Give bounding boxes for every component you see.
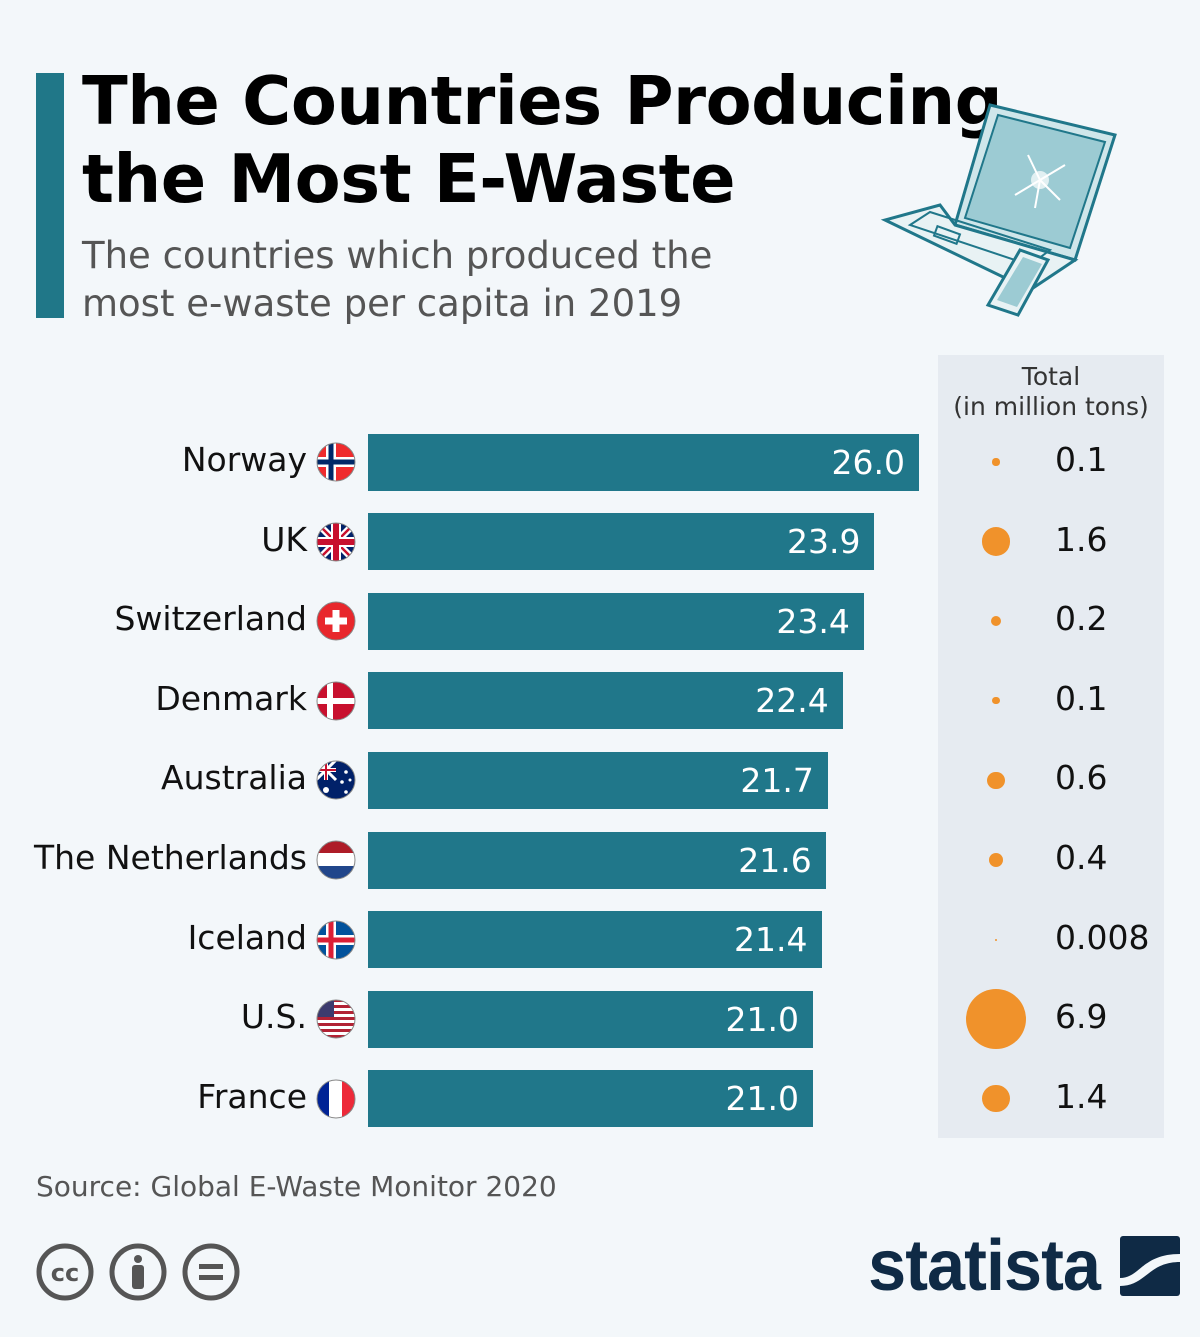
- license-icons: cc: [36, 1243, 240, 1301]
- country-label: Denmark: [155, 678, 307, 718]
- svg-text:cc: cc: [51, 1259, 79, 1287]
- statista-logo-mark: [1120, 1236, 1181, 1296]
- statista-wordmark: statista: [868, 1226, 1101, 1306]
- country-label: Iceland: [187, 917, 307, 957]
- total-value: 1.4: [1055, 1076, 1108, 1116]
- france-flag-icon: [316, 1079, 356, 1119]
- total-bubble: [992, 458, 1000, 466]
- title-line-2: the Most E-Waste: [82, 140, 736, 218]
- bar-value-label: 23.9: [787, 522, 861, 562]
- country-label: Australia: [161, 758, 307, 798]
- total-bubble: [982, 1085, 1010, 1113]
- total-bubble: [992, 697, 1000, 705]
- total-value: 0.4: [1055, 838, 1108, 877]
- no-derivatives-icon: [182, 1243, 240, 1301]
- country-label: UK: [261, 519, 307, 559]
- total-value: 0.2: [1055, 599, 1108, 639]
- bar: 26.0: [368, 433, 919, 491]
- bar: 23.9: [368, 513, 875, 571]
- cc-icon: cc: [36, 1243, 94, 1301]
- country-label: France: [197, 1076, 307, 1116]
- denmark-flag-icon: [316, 681, 356, 721]
- total-bubble: [966, 989, 1026, 1050]
- netherlands-flag-icon: [316, 840, 356, 880]
- statista-logo: statista: [862, 1226, 1181, 1306]
- total-value: 0.1: [1055, 678, 1108, 718]
- broken-laptop-icon: [880, 103, 1117, 317]
- bar: 21.0: [368, 990, 814, 1048]
- bar-value-label: 23.4: [776, 601, 850, 641]
- bar-value-label: 21.6: [738, 840, 812, 880]
- title-accent-bar: [36, 73, 64, 318]
- subtitle-line-2: most e-waste per capita in 2019: [82, 282, 683, 325]
- total-value: 0.1: [1055, 440, 1108, 479]
- bar: 22.4: [368, 672, 843, 730]
- total-bubble: [990, 616, 1002, 627]
- bar: 21.6: [368, 831, 826, 889]
- total-value: 0.008: [1055, 917, 1150, 957]
- uk-flag-icon: [316, 522, 356, 562]
- bar-value-label: 21.0: [725, 999, 800, 1039]
- totals-header-line-1: Total: [1021, 362, 1081, 391]
- bar-value-label: 26.0: [831, 442, 905, 482]
- bar: 23.4: [368, 592, 864, 650]
- bar-value-label: 21.7: [740, 760, 814, 800]
- page-title: The Countries Producing the Most E-Waste: [82, 62, 1003, 218]
- total-value: 6.9: [1055, 997, 1108, 1037]
- attribution-icon: [109, 1243, 167, 1301]
- country-label: U.S.: [240, 997, 307, 1037]
- totals-header: Total (in million tons): [938, 362, 1164, 422]
- bar: 21.0: [368, 1070, 814, 1128]
- bar-value-label: 21.4: [734, 920, 808, 960]
- norway-flag-icon: [316, 442, 356, 482]
- totals-header-line-2: (in million tons): [953, 392, 1149, 421]
- total-bubble: [994, 938, 997, 941]
- country-label: The Netherlands: [33, 838, 307, 877]
- iceland-flag-icon: [316, 920, 356, 960]
- total-value: 0.6: [1055, 758, 1108, 798]
- bar: 21.4: [368, 911, 822, 969]
- switzerland-flag-icon: [316, 601, 356, 641]
- total-bubble: [981, 527, 1011, 557]
- total-bubble: [987, 771, 1005, 790]
- bar-value-label: 22.4: [755, 681, 829, 721]
- australia-flag-icon: [316, 760, 356, 800]
- source-note: Source: Global E-Waste Monitor 2020: [36, 1170, 557, 1203]
- country-label: Switzerland: [114, 599, 308, 639]
- country-label: Norway: [181, 440, 307, 479]
- total-value: 1.6: [1055, 519, 1108, 559]
- subtitle: The countries which produced the most e-…: [82, 232, 712, 328]
- subtitle-line-1: The countries which produced the: [82, 234, 713, 277]
- bar: 21.7: [368, 751, 828, 809]
- bar-value-label: 21.0: [725, 1079, 800, 1119]
- total-bubble: [988, 852, 1004, 868]
- us-flag-icon: [316, 999, 356, 1039]
- title-line-1: The Countries Producing: [82, 62, 1003, 140]
